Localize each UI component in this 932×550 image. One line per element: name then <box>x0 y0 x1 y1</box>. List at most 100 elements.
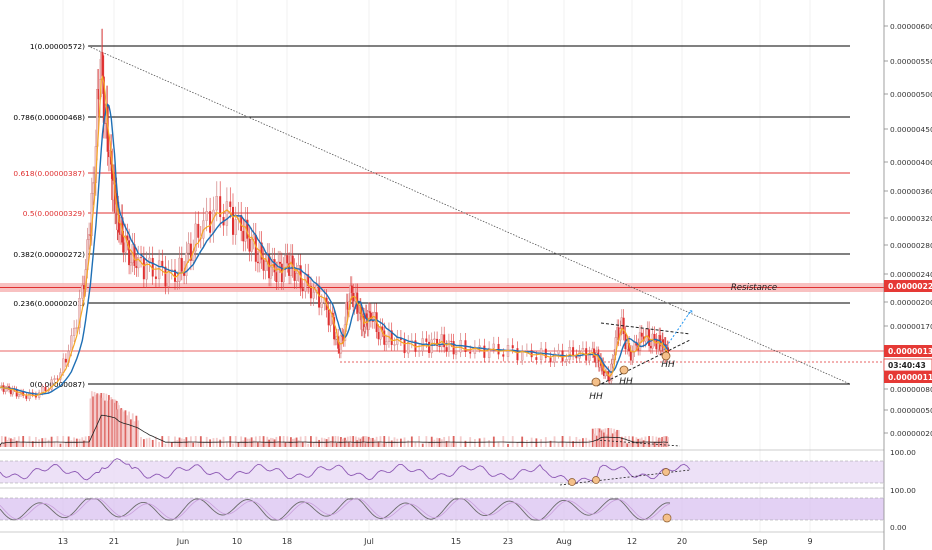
volume-bar <box>108 395 110 447</box>
volume-bar <box>329 440 332 447</box>
fib-level-label: 1(0.00000572) <box>30 42 85 51</box>
volume-bar <box>337 436 340 447</box>
volume-bar <box>6 440 9 447</box>
price-tag-label: 0.00000118 <box>888 373 932 382</box>
volume-bar <box>352 436 355 447</box>
volume-bar <box>257 442 259 447</box>
candle-body <box>604 372 607 377</box>
price-tags: 0.00000225 0.00000133 03:40:43 0.00000118 <box>883 280 932 383</box>
candle-body <box>341 335 344 337</box>
candle-body <box>516 348 519 361</box>
price-tag-box <box>884 371 932 383</box>
volume-bar <box>148 437 151 447</box>
candle-body <box>659 335 662 351</box>
volume-bar <box>86 442 89 447</box>
candle-body <box>309 285 312 299</box>
volume-bar <box>341 439 344 447</box>
candle-body <box>368 311 371 313</box>
volume-bar <box>565 443 568 447</box>
volume-bar <box>578 439 581 447</box>
candle-body <box>393 344 396 346</box>
volume-bar <box>240 436 243 447</box>
candle-body <box>78 298 81 328</box>
candle-body <box>631 351 634 361</box>
volume-bar <box>561 436 564 447</box>
candle-body <box>469 351 472 354</box>
candle-body <box>381 326 384 331</box>
volume-bar <box>624 436 627 447</box>
volume-bar <box>65 442 67 447</box>
candle-body <box>334 338 337 341</box>
volume-bar <box>199 436 202 447</box>
volume-bar <box>648 436 650 447</box>
volume-bar <box>234 436 237 447</box>
candle-body <box>572 347 575 356</box>
volume-bar <box>67 436 70 447</box>
volume-bar <box>130 419 132 447</box>
volume-bar <box>89 398 92 447</box>
candle-body <box>82 285 85 290</box>
candle-body <box>425 338 428 342</box>
candle-body <box>293 268 296 281</box>
volume-bar <box>307 443 310 447</box>
price-tick-label: 0.00000400 <box>890 158 932 167</box>
stoch-band <box>0 498 884 520</box>
volume-bar <box>455 442 457 447</box>
candle-body <box>597 355 600 368</box>
fib-level-label: 0.786(0.00000468) <box>13 113 85 122</box>
volume-bar <box>388 436 390 447</box>
candle-body <box>362 316 365 317</box>
candle-body <box>365 313 368 319</box>
volume-bar <box>293 438 296 447</box>
volume-bar <box>95 394 97 447</box>
candle-body <box>436 338 439 346</box>
candle-body <box>140 257 143 259</box>
stoch-marker <box>662 513 672 523</box>
candle-body <box>167 270 170 287</box>
volume-bar <box>353 442 356 447</box>
volume-bar <box>407 440 410 447</box>
candle-body <box>450 340 453 342</box>
rsi-axis-label: 100.00 <box>890 448 916 457</box>
candle-body <box>279 261 281 264</box>
candle-body <box>642 336 645 342</box>
volume-bar <box>619 439 622 447</box>
volume-bar <box>497 441 500 447</box>
candle-body <box>535 357 538 360</box>
candle-body <box>440 334 443 347</box>
candle-body <box>44 386 47 392</box>
time-tick-label: 13 <box>58 537 68 546</box>
candle-body <box>17 394 21 397</box>
volume-bar <box>464 440 467 447</box>
volume-bar <box>368 439 371 447</box>
volume-bar <box>110 397 113 447</box>
candle-body <box>620 317 623 329</box>
candle-body <box>41 386 44 393</box>
volume-bar <box>164 443 167 447</box>
price-tick-label: 0.00000200 <box>890 298 932 307</box>
price-tag-label: 0.00000133 <box>888 347 932 356</box>
volume-bar <box>120 408 123 447</box>
volume-bar <box>414 442 417 447</box>
price-tick-label: 0.00000240 <box>890 270 932 279</box>
candle-body <box>151 257 154 277</box>
time-tick-label: 10 <box>232 537 242 546</box>
candle-body <box>256 261 259 264</box>
candle-body <box>269 266 273 279</box>
fib-level-label: 0(0.00000087) <box>30 380 85 389</box>
volume-bar <box>333 442 335 447</box>
volume-bar <box>90 391 93 447</box>
volume-bar <box>246 438 249 447</box>
price-tick-label: 0.00000360 <box>890 187 932 196</box>
price-tick-label: 0.00000500 <box>890 90 932 99</box>
volume-bar <box>176 440 179 447</box>
volume-bar <box>400 438 402 447</box>
candle-body <box>473 346 477 354</box>
volume-bar <box>28 436 31 447</box>
volume-bar <box>25 443 28 447</box>
candle-body <box>371 320 374 322</box>
candle-body <box>553 353 556 363</box>
candle-body <box>502 354 505 357</box>
volume-bar <box>385 442 388 447</box>
volume-bar <box>291 438 294 447</box>
